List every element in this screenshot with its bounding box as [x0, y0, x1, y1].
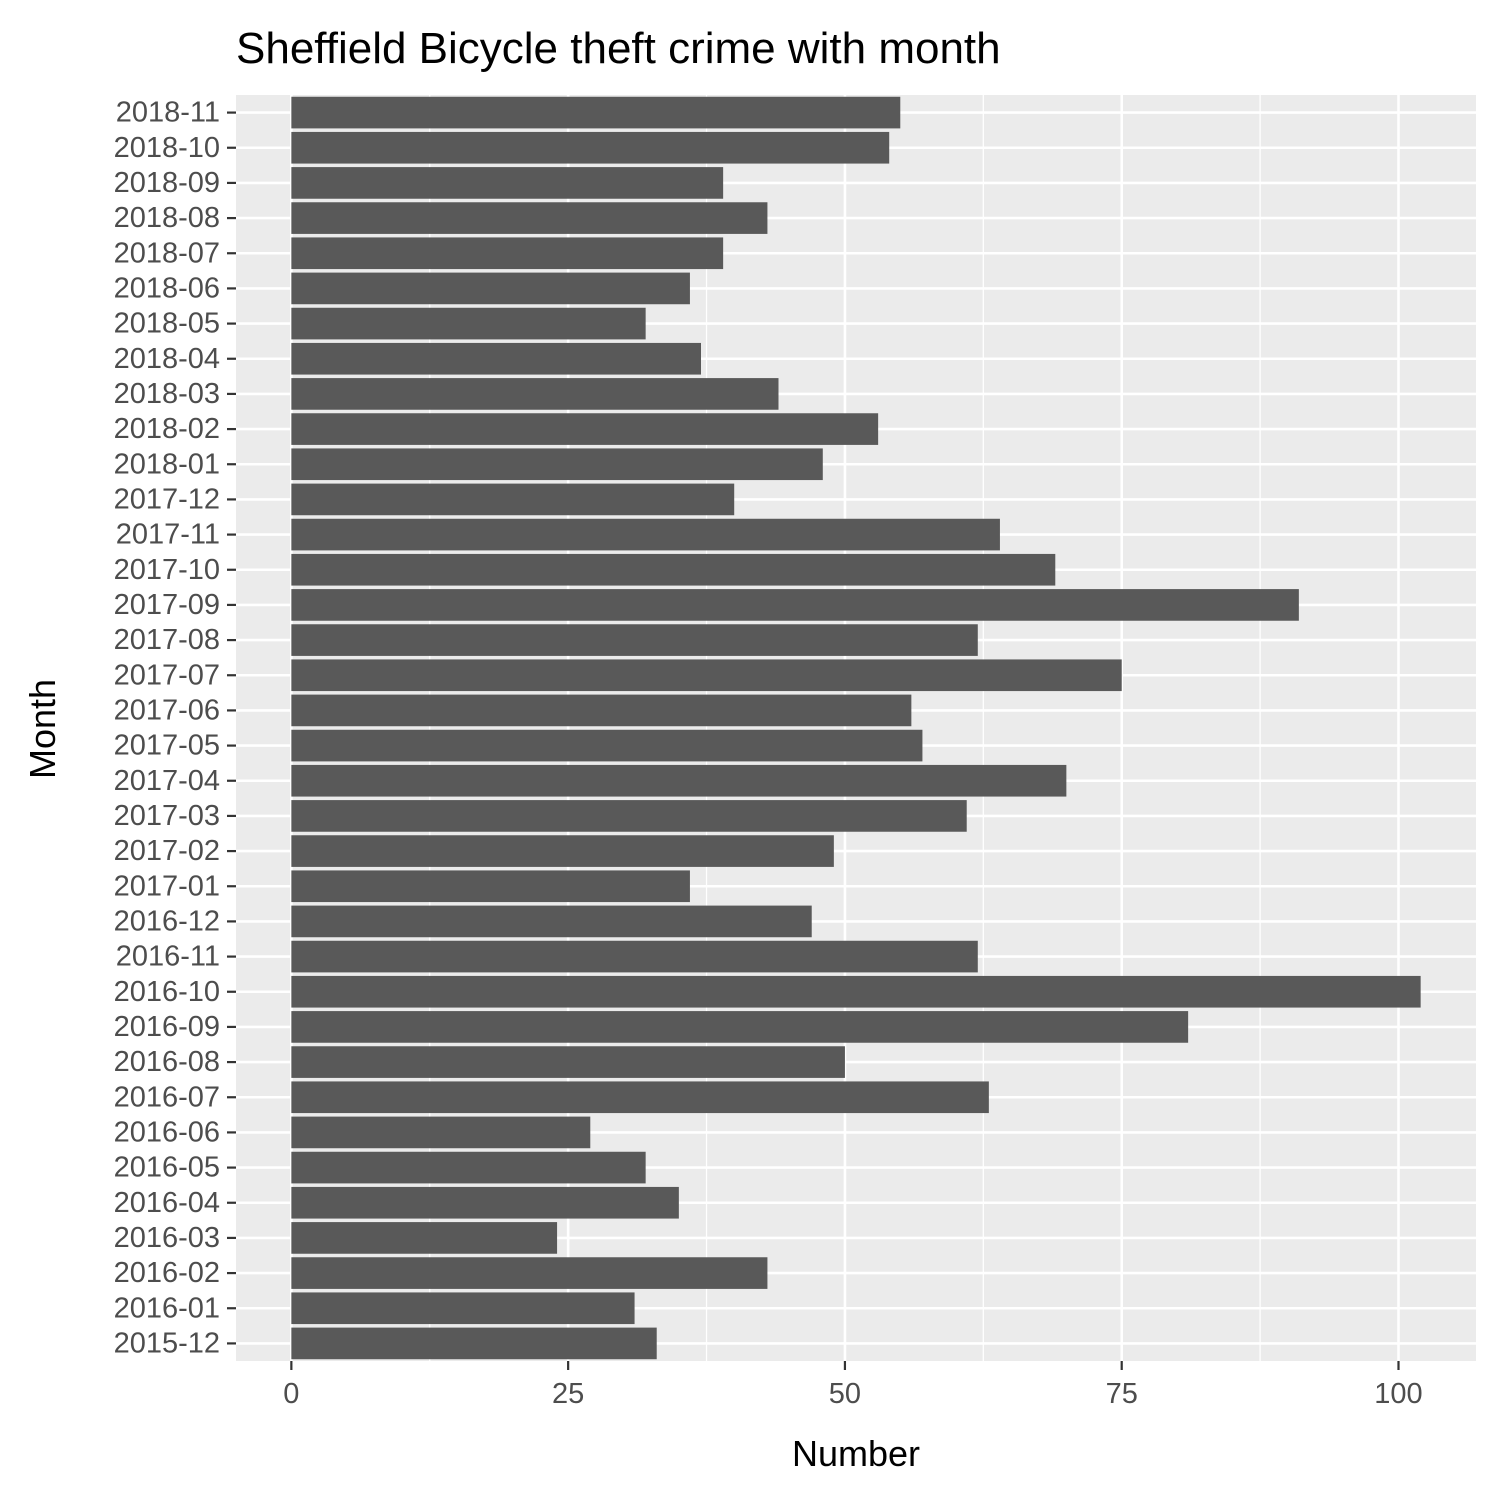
y-tick-label: 2016-06 — [114, 1116, 220, 1148]
y-tick-label: 2017-04 — [114, 765, 220, 797]
bar-2016-05 — [291, 1151, 646, 1184]
y-tick-label: 2018-08 — [114, 202, 220, 234]
y-tick-label: 2017-08 — [114, 624, 220, 656]
y-tick-label: 2016-03 — [114, 1222, 220, 1254]
bar-2016-09 — [291, 1011, 1189, 1043]
y-tick-label: 2018-04 — [114, 343, 220, 375]
bar-2018-08 — [291, 202, 768, 234]
x-tick-label: 25 — [552, 1378, 584, 1410]
y-tick-label: 2016-02 — [114, 1257, 220, 1289]
bar-2016-04 — [291, 1186, 679, 1219]
bar-2017-09 — [291, 589, 1299, 621]
x-tick-label: 75 — [1106, 1378, 1138, 1410]
x-axis-title: Number — [792, 1433, 920, 1474]
y-tick-label: 2017-06 — [114, 694, 220, 726]
y-tick-label: 2016-12 — [114, 905, 220, 937]
bar-2018-01 — [291, 448, 823, 481]
y-tick-label: 2016-11 — [116, 941, 220, 973]
y-tick-label: 2017-07 — [114, 659, 220, 691]
bar-2017-04 — [291, 764, 1067, 797]
bar-2018-03 — [291, 378, 779, 410]
bar-2017-03 — [291, 800, 967, 832]
y-tick-label: 2016-08 — [114, 1046, 220, 1078]
y-tick-label: 2018-01 — [114, 448, 220, 480]
y-tick-label: 2018-07 — [114, 237, 220, 269]
y-tick-label: 2017-03 — [114, 800, 220, 832]
y-tick-label: 2017-02 — [114, 835, 220, 867]
x-tick-label: 0 — [283, 1378, 299, 1410]
y-tick-label: 2018-05 — [114, 308, 220, 340]
bar-2016-10 — [291, 975, 1421, 1008]
bar-2017-11 — [291, 518, 1000, 551]
bar-2016-07 — [291, 1081, 989, 1114]
bar-2017-06 — [291, 694, 912, 727]
x-tick-label: 50 — [829, 1378, 861, 1410]
x-axis: 0 25 50 75 100 — [283, 1361, 1423, 1410]
bar-2017-07 — [291, 659, 1122, 692]
bar-2016-03 — [291, 1222, 558, 1254]
y-tick-label: 2017-10 — [114, 554, 220, 586]
bar-2016-01 — [291, 1292, 635, 1325]
y-tick-label: 2018-10 — [114, 132, 220, 164]
bar-2016-02 — [291, 1257, 768, 1289]
bars — [291, 96, 1421, 1360]
y-tick-label: 2018-11 — [116, 97, 220, 129]
y-tick-label: 2017-09 — [114, 589, 220, 621]
bar-2015-12 — [291, 1327, 657, 1360]
bar-2018-09 — [291, 167, 724, 199]
y-tick-label: 2017-11 — [116, 519, 220, 551]
bar-2017-02 — [291, 835, 834, 867]
y-tick-label: 2018-03 — [114, 378, 220, 410]
y-tick-label: 2015-12 — [114, 1327, 220, 1359]
bar-2018-11 — [291, 96, 901, 129]
y-tick-label: 2016-07 — [114, 1081, 220, 1113]
y-tick-label: 2016-10 — [114, 976, 220, 1008]
bar-2017-01 — [291, 870, 690, 903]
y-axis-title: Month — [22, 679, 63, 779]
y-tick-label: 2017-05 — [114, 730, 220, 762]
bar-2016-12 — [291, 905, 812, 938]
bar-2016-11 — [291, 940, 978, 973]
x-tick-label: 100 — [1374, 1378, 1422, 1410]
y-tick-label: 2018-02 — [114, 413, 220, 445]
bar-2017-05 — [291, 729, 923, 762]
bar-2017-10 — [291, 553, 1056, 586]
y-tick-label: 2018-06 — [114, 272, 220, 304]
y-tick-label: 2016-04 — [114, 1187, 220, 1219]
bar-2018-06 — [291, 272, 690, 305]
y-tick-label: 2017-12 — [114, 483, 220, 515]
bar-2017-12 — [291, 483, 735, 516]
bar-2017-08 — [291, 624, 978, 656]
bar-2018-04 — [291, 342, 701, 375]
y-axis: 2015-122016-012016-022016-032016-042016-… — [114, 97, 236, 1359]
bar-2016-08 — [291, 1046, 845, 1078]
y-tick-label: 2016-05 — [114, 1152, 220, 1184]
chart-title: Sheffield Bicycle theft crime with month — [236, 24, 1001, 73]
bar-2018-07 — [291, 237, 724, 270]
bar-2018-02 — [291, 413, 879, 445]
plot-panel — [236, 95, 1476, 1361]
y-tick-label: 2017-01 — [114, 870, 220, 902]
bar-2018-05 — [291, 307, 646, 340]
y-tick-label: 2018-09 — [114, 167, 220, 199]
bar-2018-10 — [291, 131, 890, 164]
bar-2016-06 — [291, 1116, 591, 1149]
y-tick-label: 2016-09 — [114, 1011, 220, 1043]
y-tick-label: 2016-01 — [114, 1292, 220, 1324]
